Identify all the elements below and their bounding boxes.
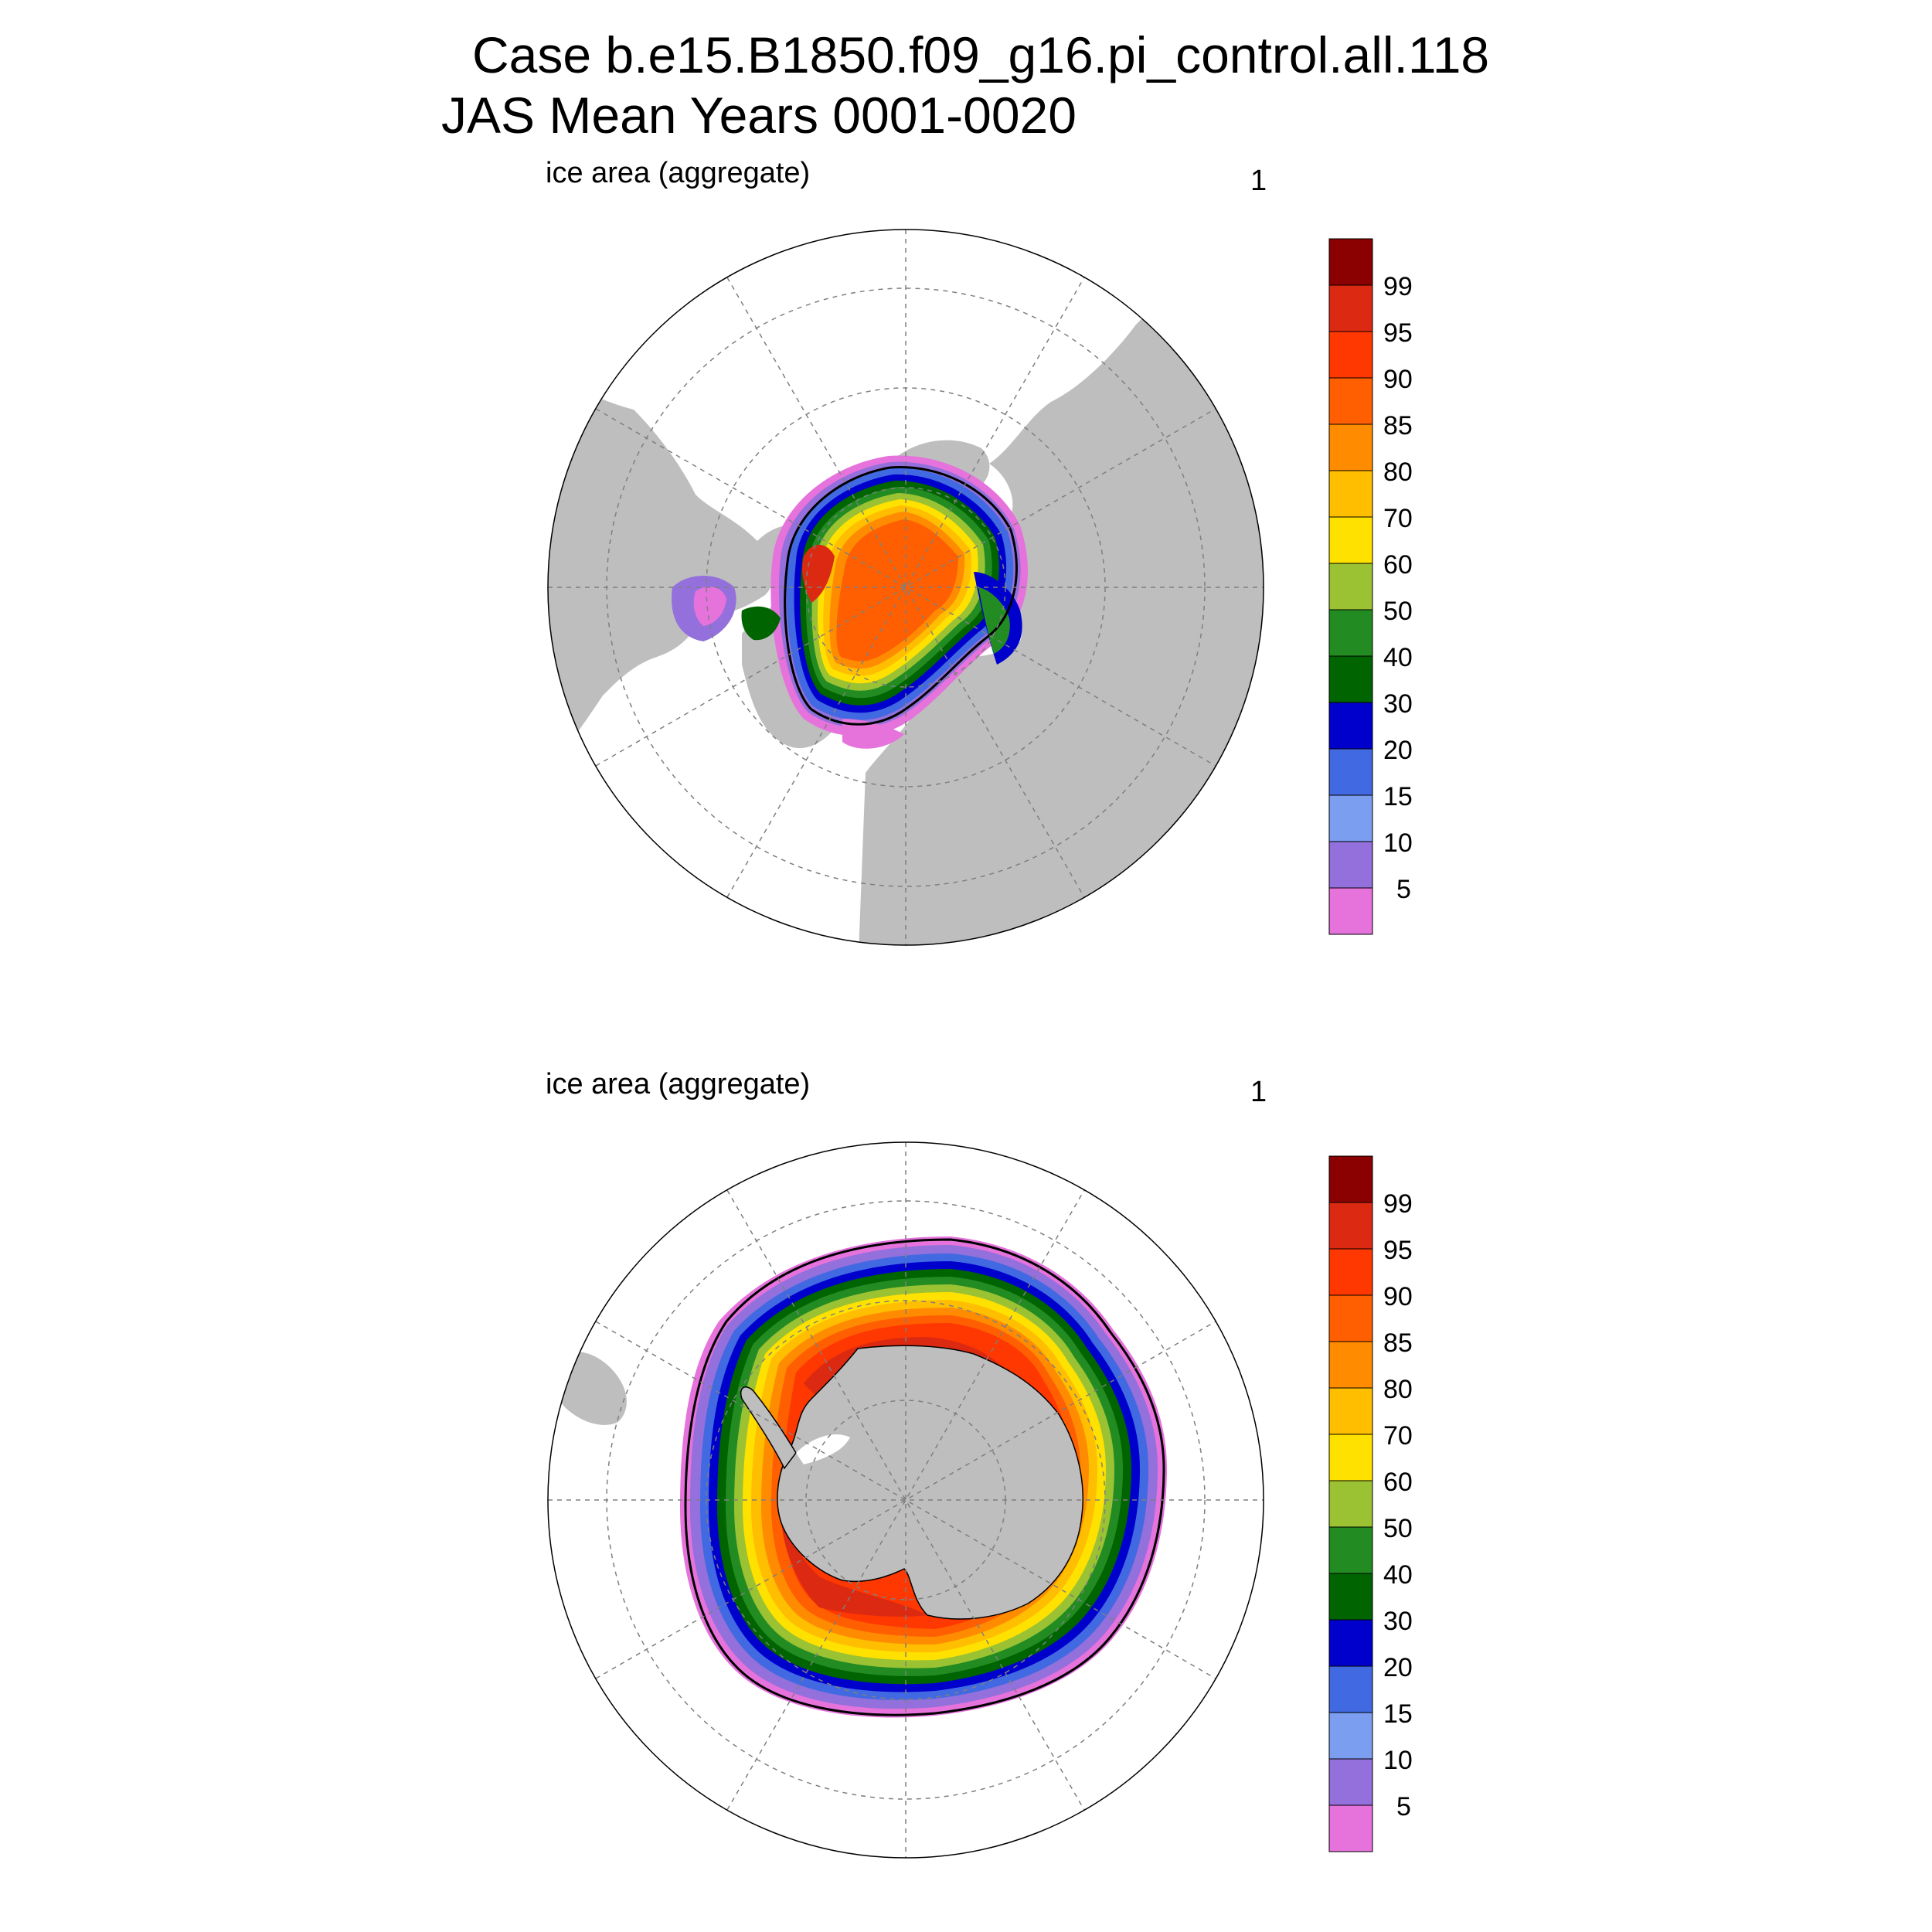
panel2-variable-label: ice area (aggregate) bbox=[546, 1068, 811, 1100]
colorbar-tick-label: 99 bbox=[1383, 1189, 1413, 1219]
colorbar-box bbox=[1328, 1665, 1373, 1713]
colorbar-box bbox=[1328, 1712, 1373, 1760]
north-sea-ice-field bbox=[672, 455, 1028, 749]
colorbar-box bbox=[1328, 1202, 1373, 1250]
colorbar-box bbox=[1328, 1480, 1373, 1528]
south-polar-map bbox=[547, 1141, 1264, 1859]
panel1-colorbar: 99 95 90 85 80 70 60 50 40 30 20 15 10 5 bbox=[1328, 238, 1413, 935]
colorbar-tick-label: 20 bbox=[1383, 1653, 1413, 1682]
colorbar-tick-label: 70 bbox=[1383, 504, 1413, 533]
colorbar-box bbox=[1328, 563, 1373, 611]
colorbar-box bbox=[1328, 331, 1373, 379]
colorbar-box bbox=[1328, 887, 1373, 935]
panel2-colorbar: 99 95 90 85 80 70 60 50 40 30 20 15 10 5 bbox=[1328, 1155, 1413, 1852]
colorbar-box bbox=[1328, 1758, 1373, 1806]
figure-title-line2: JAS Mean Years 0001-0020 bbox=[441, 87, 1077, 144]
colorbar-tick-label: 20 bbox=[1383, 736, 1413, 765]
colorbar-tick-label: 99 bbox=[1383, 272, 1413, 301]
colorbar-tick-label: 95 bbox=[1383, 318, 1413, 348]
colorbar-tick-label: 90 bbox=[1383, 365, 1413, 394]
colorbar-box bbox=[1328, 609, 1373, 657]
south-graticule bbox=[548, 1142, 1264, 1858]
north-obs-contour bbox=[784, 465, 1018, 726]
north-polar-map bbox=[547, 229, 1264, 946]
colorbar-box bbox=[1328, 1341, 1373, 1389]
colorbar-box bbox=[1328, 794, 1373, 842]
colorbar-box bbox=[1328, 470, 1373, 518]
colorbar-tick-label: 50 bbox=[1383, 597, 1413, 626]
colorbar-tick-label: 60 bbox=[1383, 1468, 1413, 1497]
panel1-number-label: 1 bbox=[1250, 165, 1267, 197]
colorbar-box bbox=[1328, 238, 1373, 286]
colorbar-tick-label: 10 bbox=[1383, 1746, 1413, 1775]
colorbar-tick-label: 70 bbox=[1383, 1421, 1413, 1451]
north-map-border bbox=[547, 229, 1264, 946]
south-obs-contour bbox=[684, 1238, 1165, 1716]
colorbar-tick-label: 40 bbox=[1383, 643, 1413, 672]
colorbar-box bbox=[1328, 748, 1373, 796]
colorbar-box bbox=[1328, 841, 1373, 889]
colorbar-box bbox=[1328, 702, 1373, 750]
colorbar-tick-label: 80 bbox=[1383, 457, 1413, 487]
colorbar-tick-label: 30 bbox=[1383, 1607, 1413, 1636]
colorbar-tick-label: 95 bbox=[1383, 1236, 1413, 1265]
colorbar-tick-label: 15 bbox=[1383, 1699, 1413, 1729]
colorbar-box bbox=[1328, 516, 1373, 564]
colorbar-box bbox=[1328, 1619, 1373, 1667]
colorbar-box bbox=[1328, 377, 1373, 425]
colorbar-tick-label: 50 bbox=[1383, 1514, 1413, 1543]
colorbar-box bbox=[1328, 655, 1373, 703]
colorbar-tick-label: 40 bbox=[1383, 1560, 1413, 1590]
colorbar-tick-label: 30 bbox=[1383, 689, 1413, 719]
south-map-border bbox=[547, 1141, 1264, 1859]
colorbar-box bbox=[1328, 1573, 1373, 1621]
panel2-number-label: 1 bbox=[1250, 1076, 1267, 1108]
colorbar-tick-label: 90 bbox=[1383, 1282, 1413, 1311]
colorbar-tick-label: 85 bbox=[1383, 411, 1413, 440]
colorbar-tick-label: 80 bbox=[1383, 1375, 1413, 1404]
colorbar-box bbox=[1328, 1248, 1373, 1296]
colorbar-box bbox=[1328, 284, 1373, 332]
figure-title-line1: Case b.e15.B1850.f09_g16.pi_control.all.… bbox=[472, 26, 1490, 83]
colorbar-tick-label: 60 bbox=[1383, 550, 1413, 580]
colorbar-tick-label: 5 bbox=[1383, 875, 1411, 904]
north-graticule bbox=[548, 230, 1264, 945]
weddell-open-water bbox=[796, 1434, 850, 1464]
panel1-variable-label: ice area (aggregate) bbox=[546, 157, 811, 189]
colorbar-tick-label: 10 bbox=[1383, 828, 1413, 858]
colorbar-tick-label: 5 bbox=[1383, 1792, 1411, 1821]
colorbar-box bbox=[1328, 1155, 1373, 1203]
colorbar-box bbox=[1328, 1387, 1373, 1435]
colorbar-box bbox=[1328, 1804, 1373, 1852]
colorbar-box bbox=[1328, 1526, 1373, 1574]
colorbar-tick-label: 85 bbox=[1383, 1328, 1413, 1358]
colorbar-box bbox=[1328, 1294, 1373, 1342]
colorbar-box bbox=[1328, 423, 1373, 471]
colorbar-tick-label: 15 bbox=[1383, 782, 1413, 811]
colorbar-box bbox=[1328, 1434, 1373, 1481]
